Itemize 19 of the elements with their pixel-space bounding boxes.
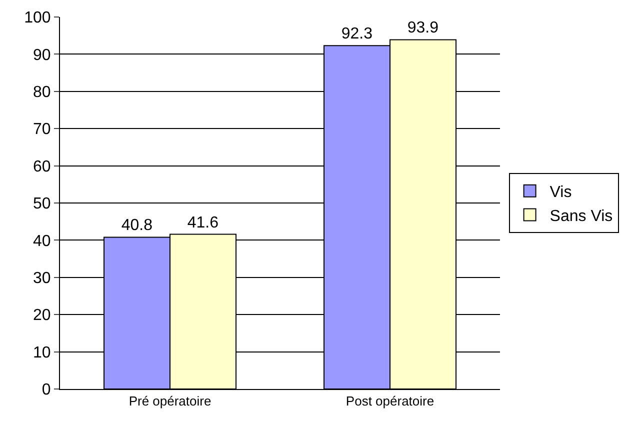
y-tick-label: 100 (24, 10, 51, 27)
y-tick-label: 20 (33, 307, 51, 324)
y-tick-label: 90 (33, 46, 51, 64)
y-tick-label: 60 (33, 158, 51, 176)
x-tick-label: Post opératoire (346, 394, 434, 409)
y-tick-label: 40 (33, 232, 51, 250)
y-tick-label: 10 (33, 344, 51, 362)
data-label: 40.8 (121, 217, 153, 234)
y-tick-label: 70 (33, 121, 51, 138)
data-label: 92.3 (341, 26, 373, 43)
y-tick-label: 80 (33, 84, 51, 101)
x-tick-label: Pré opératoire (128, 394, 212, 409)
data-label: 41.6 (187, 214, 219, 232)
y-tick-label: 30 (33, 270, 51, 287)
data-label: 93.9 (407, 20, 439, 37)
y-tick-label: 50 (33, 196, 51, 213)
legend-label: Vis (550, 184, 572, 202)
y-tick-label: 0 (42, 382, 51, 399)
legend-label: Sans Vis (550, 208, 613, 225)
